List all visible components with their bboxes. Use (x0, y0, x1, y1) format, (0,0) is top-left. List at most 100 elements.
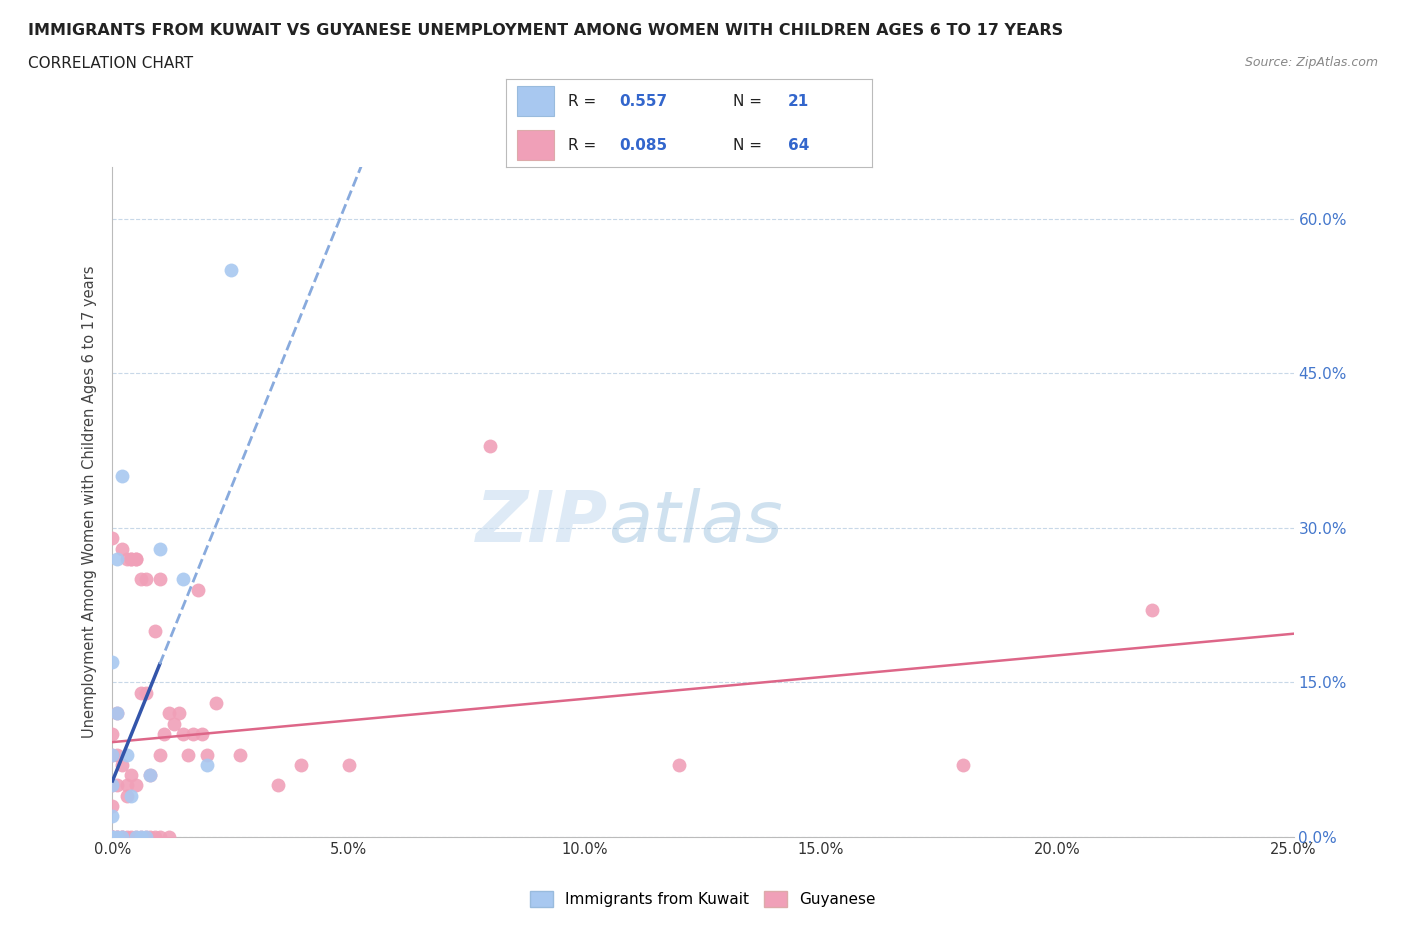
Point (101, 726, 124, 741)
Point (135, 830, 157, 844)
Point (101, 830, 124, 844)
Point (111, 830, 134, 844)
Point (101, 655, 124, 670)
Point (120, 768, 142, 783)
Y-axis label: Unemployment Among Women with Children Ages 6 to 17 years: Unemployment Among Women with Children A… (82, 266, 97, 738)
Point (149, 747, 172, 762)
Point (115, 747, 138, 762)
Point (172, 726, 194, 741)
Point (111, 830, 134, 844)
Point (229, 747, 252, 762)
Point (195, 747, 218, 762)
Point (105, 830, 128, 844)
Point (195, 757, 218, 772)
Point (205, 696, 228, 711)
Text: 0.557: 0.557 (620, 94, 668, 109)
Point (149, 541, 172, 556)
Point (135, 572, 157, 587)
Point (111, 469, 134, 484)
Point (149, 830, 172, 844)
Point (139, 768, 162, 783)
Point (139, 768, 162, 783)
Point (120, 551, 142, 566)
Point (105, 706, 128, 721)
Point (105, 778, 128, 793)
Point (290, 757, 312, 772)
Point (129, 685, 152, 700)
Point (111, 757, 134, 772)
Text: atlas: atlas (609, 488, 783, 557)
Point (177, 747, 200, 762)
Text: 21: 21 (787, 94, 808, 109)
Text: 64: 64 (787, 138, 808, 153)
Bar (517, 130, 554, 160)
Point (101, 830, 124, 844)
Point (101, 830, 124, 844)
Point (149, 572, 172, 587)
Point (167, 706, 190, 721)
Point (125, 551, 148, 566)
Point (129, 572, 152, 587)
Point (120, 830, 142, 844)
Point (337, 757, 360, 772)
Point (111, 830, 134, 844)
Point (115, 789, 138, 804)
Point (135, 685, 157, 700)
Point (163, 716, 186, 731)
Point (479, 438, 502, 453)
Point (101, 747, 124, 762)
Point (143, 623, 166, 638)
Point (101, 747, 124, 762)
Point (111, 541, 134, 556)
Point (120, 789, 142, 804)
Point (139, 830, 162, 844)
Point (952, 757, 974, 772)
Point (157, 830, 180, 844)
Point (668, 757, 690, 772)
Point (105, 706, 128, 721)
Text: Source: ZipAtlas.com: Source: ZipAtlas.com (1244, 56, 1378, 69)
Point (267, 778, 290, 793)
Point (143, 830, 166, 844)
Point (105, 830, 128, 844)
Text: R =: R = (568, 94, 602, 109)
Point (120, 551, 142, 566)
Text: 0.085: 0.085 (620, 138, 668, 153)
Point (115, 830, 138, 844)
Text: N =: N = (733, 138, 766, 153)
Point (105, 551, 128, 566)
Point (105, 830, 128, 844)
Point (101, 809, 124, 824)
Point (125, 830, 148, 844)
Point (129, 830, 152, 844)
Point (172, 572, 194, 587)
Point (186, 582, 208, 597)
Point (125, 830, 148, 844)
Point (1140, 603, 1163, 618)
Point (115, 551, 138, 566)
Legend: Immigrants from Kuwait, Guyanese: Immigrants from Kuwait, Guyanese (524, 884, 882, 913)
Text: IMMIGRANTS FROM KUWAIT VS GUYANESE UNEMPLOYMENT AMONG WOMEN WITH CHILDREN AGES 6: IMMIGRANTS FROM KUWAIT VS GUYANESE UNEMP… (28, 23, 1063, 38)
Point (157, 706, 180, 721)
Point (101, 830, 124, 844)
Point (191, 726, 214, 741)
Text: ZIP: ZIP (477, 488, 609, 557)
Text: CORRELATION CHART: CORRELATION CHART (28, 56, 193, 71)
Point (101, 830, 124, 844)
Point (181, 726, 204, 741)
Bar (517, 86, 554, 116)
Text: N =: N = (733, 94, 766, 109)
Point (135, 830, 157, 844)
Point (129, 830, 152, 844)
Point (153, 726, 176, 741)
Point (101, 531, 124, 546)
Point (101, 778, 124, 793)
Point (101, 830, 124, 844)
Point (101, 778, 124, 793)
Point (101, 830, 124, 844)
Point (125, 778, 148, 793)
Point (105, 747, 128, 762)
Point (115, 778, 138, 793)
Point (125, 551, 148, 566)
Point (219, 263, 242, 278)
